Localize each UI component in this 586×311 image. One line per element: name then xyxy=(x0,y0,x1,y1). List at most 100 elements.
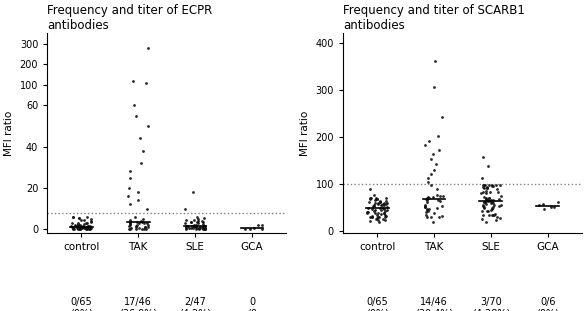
Point xyxy=(486,199,495,204)
Point xyxy=(141,80,151,85)
Point xyxy=(137,161,146,166)
Point xyxy=(132,223,141,228)
Point xyxy=(69,224,78,229)
Point xyxy=(67,220,76,225)
Point xyxy=(126,220,135,225)
Point xyxy=(72,223,81,228)
Point xyxy=(434,133,443,138)
Point xyxy=(192,222,201,227)
Point xyxy=(181,225,190,230)
Point xyxy=(380,212,389,217)
Point xyxy=(131,214,140,219)
Point xyxy=(80,222,89,227)
Point xyxy=(128,78,137,83)
Point xyxy=(78,223,87,228)
Point xyxy=(428,194,438,199)
Point xyxy=(372,197,381,202)
Point xyxy=(85,223,94,228)
Point xyxy=(85,225,94,230)
Point xyxy=(200,225,209,230)
Point xyxy=(429,167,438,172)
Point xyxy=(539,206,548,211)
Point xyxy=(375,206,384,211)
Point xyxy=(199,225,208,230)
Point xyxy=(493,189,503,194)
Point xyxy=(73,225,83,230)
Point xyxy=(422,213,431,218)
Point xyxy=(378,205,387,210)
Point xyxy=(83,225,93,230)
Point xyxy=(485,196,494,201)
Point xyxy=(74,224,84,229)
Point xyxy=(76,223,85,228)
Point xyxy=(437,213,447,218)
Point xyxy=(481,182,490,187)
Point xyxy=(77,225,86,230)
Point xyxy=(487,206,496,211)
Point xyxy=(380,201,389,206)
Point xyxy=(125,226,134,231)
Point xyxy=(191,226,200,231)
Point xyxy=(365,195,374,200)
Point xyxy=(75,222,84,227)
Point xyxy=(74,226,84,231)
Point xyxy=(381,214,391,219)
Text: 0
(0: 0 (0 xyxy=(247,297,257,311)
Point xyxy=(83,226,92,231)
Point xyxy=(481,196,490,201)
Point xyxy=(193,215,202,220)
Point xyxy=(487,182,496,187)
Point xyxy=(426,182,435,187)
Point xyxy=(74,216,84,220)
Point xyxy=(423,179,432,184)
Point xyxy=(70,222,80,227)
Point xyxy=(374,202,383,207)
Point xyxy=(79,217,88,222)
Point xyxy=(143,123,152,128)
Point xyxy=(437,114,447,119)
Point xyxy=(479,206,489,211)
Point xyxy=(381,201,390,206)
Point xyxy=(83,225,92,230)
Text: 0/65
(0%): 0/65 (0%) xyxy=(366,297,389,311)
Point xyxy=(254,222,263,227)
Point xyxy=(379,211,389,216)
Point xyxy=(144,225,153,230)
Point xyxy=(125,221,135,226)
Point xyxy=(193,221,202,226)
Point xyxy=(186,226,195,231)
Point xyxy=(367,214,377,219)
Point xyxy=(138,148,148,153)
Point xyxy=(483,185,492,190)
Point xyxy=(380,218,389,223)
Point xyxy=(481,195,490,200)
Point xyxy=(376,211,386,216)
Point xyxy=(72,224,81,229)
Point xyxy=(131,225,140,230)
Point xyxy=(429,220,438,225)
Point xyxy=(126,226,135,231)
Point xyxy=(495,204,504,209)
Point xyxy=(435,194,445,199)
Point xyxy=(125,202,135,207)
Point xyxy=(428,152,438,157)
Point xyxy=(492,182,501,187)
Point xyxy=(378,202,387,207)
Point xyxy=(488,197,498,202)
Point xyxy=(422,207,431,212)
Point xyxy=(140,225,149,230)
Point xyxy=(373,218,382,223)
Point xyxy=(69,214,78,219)
Point xyxy=(383,204,392,209)
Text: Frequency and titer of SCARB1
antibodies: Frequency and titer of SCARB1 antibodies xyxy=(343,4,525,32)
Point xyxy=(365,186,374,191)
Point xyxy=(430,58,440,63)
Point xyxy=(420,204,430,209)
Point xyxy=(245,226,254,231)
Point xyxy=(496,193,506,198)
Point xyxy=(423,176,432,181)
Point xyxy=(434,147,444,152)
Point xyxy=(491,218,500,223)
Point xyxy=(374,215,384,220)
Point xyxy=(126,175,135,180)
